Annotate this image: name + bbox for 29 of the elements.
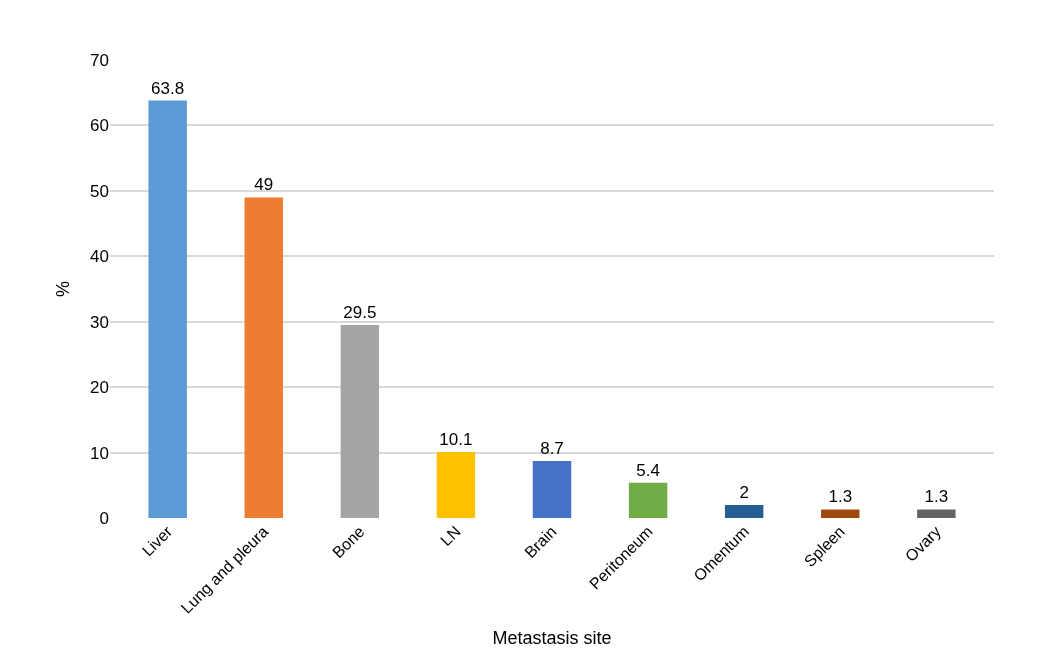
x-tick-label: LN: [437, 522, 464, 550]
y-tick-label: 20: [90, 378, 109, 398]
data-label: 49: [254, 175, 274, 195]
bar: [244, 197, 283, 518]
y-tick-label: 40: [90, 247, 109, 267]
bar: [532, 461, 572, 518]
x-axis-title: Metastasis site: [492, 627, 612, 648]
bar: [821, 509, 860, 518]
data-label: 1.3: [828, 487, 853, 507]
y-tick-label: 60: [90, 116, 109, 136]
data-label: 2: [739, 482, 749, 502]
data-label: 63.8: [151, 78, 185, 98]
data-label: 5.4: [636, 460, 660, 480]
y-tick-label: 50: [90, 181, 109, 201]
bar: [148, 100, 187, 518]
data-label: 29.5: [343, 302, 377, 322]
data-label: 8.7: [540, 439, 564, 459]
bar: [340, 324, 380, 518]
data-label: 10.1: [439, 429, 473, 449]
y-tick-label: 0: [99, 508, 109, 528]
bar: [724, 504, 764, 518]
bar: [917, 509, 956, 518]
y-tick-label: 10: [90, 443, 109, 463]
bar: [436, 451, 476, 518]
y-axis-title: %: [53, 280, 74, 298]
y-tick-label: 30: [90, 312, 109, 332]
bar: [628, 482, 668, 518]
y-tick-label: 70: [90, 50, 109, 70]
data-label: 1.3: [924, 487, 949, 507]
